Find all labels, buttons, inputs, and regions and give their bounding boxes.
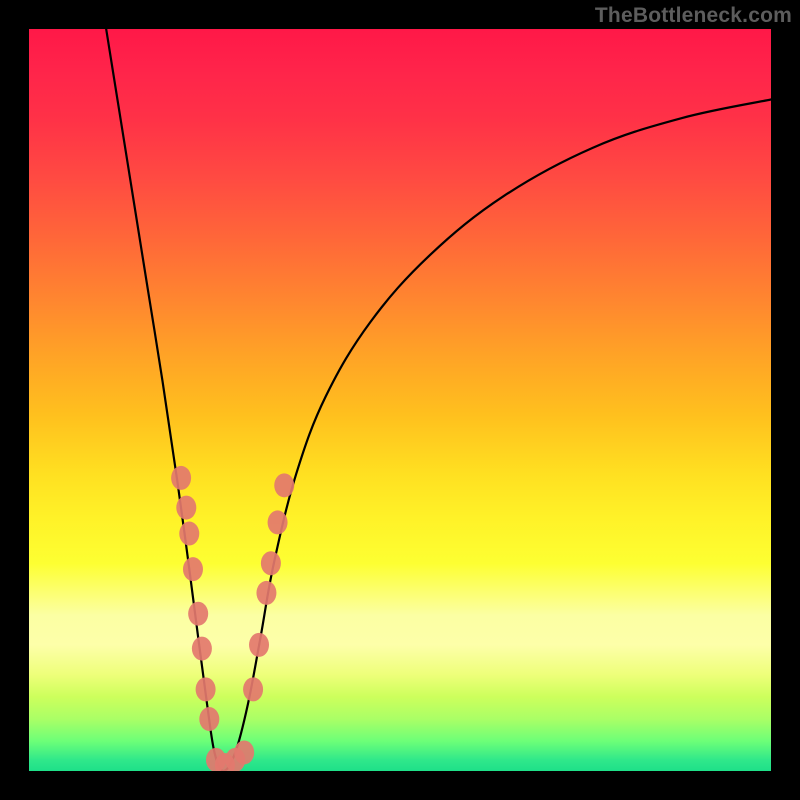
data-marker bbox=[268, 510, 288, 534]
data-marker bbox=[199, 707, 219, 731]
data-marker bbox=[196, 677, 216, 701]
data-marker bbox=[261, 551, 281, 575]
chart-svg bbox=[29, 29, 771, 771]
gradient-background bbox=[29, 29, 771, 771]
data-marker bbox=[256, 581, 276, 605]
plot-area bbox=[29, 29, 771, 771]
data-marker bbox=[179, 522, 199, 546]
data-marker bbox=[183, 557, 203, 581]
frame-border bbox=[771, 0, 800, 800]
data-marker bbox=[234, 740, 254, 764]
data-marker bbox=[274, 473, 294, 497]
data-marker bbox=[176, 496, 196, 520]
data-marker bbox=[192, 637, 212, 661]
frame-border bbox=[0, 771, 800, 800]
data-marker bbox=[243, 677, 263, 701]
data-marker bbox=[249, 633, 269, 657]
frame-border bbox=[0, 0, 29, 800]
data-marker bbox=[188, 602, 208, 626]
watermark-text: TheBottleneck.com bbox=[595, 4, 792, 28]
data-marker bbox=[171, 466, 191, 490]
